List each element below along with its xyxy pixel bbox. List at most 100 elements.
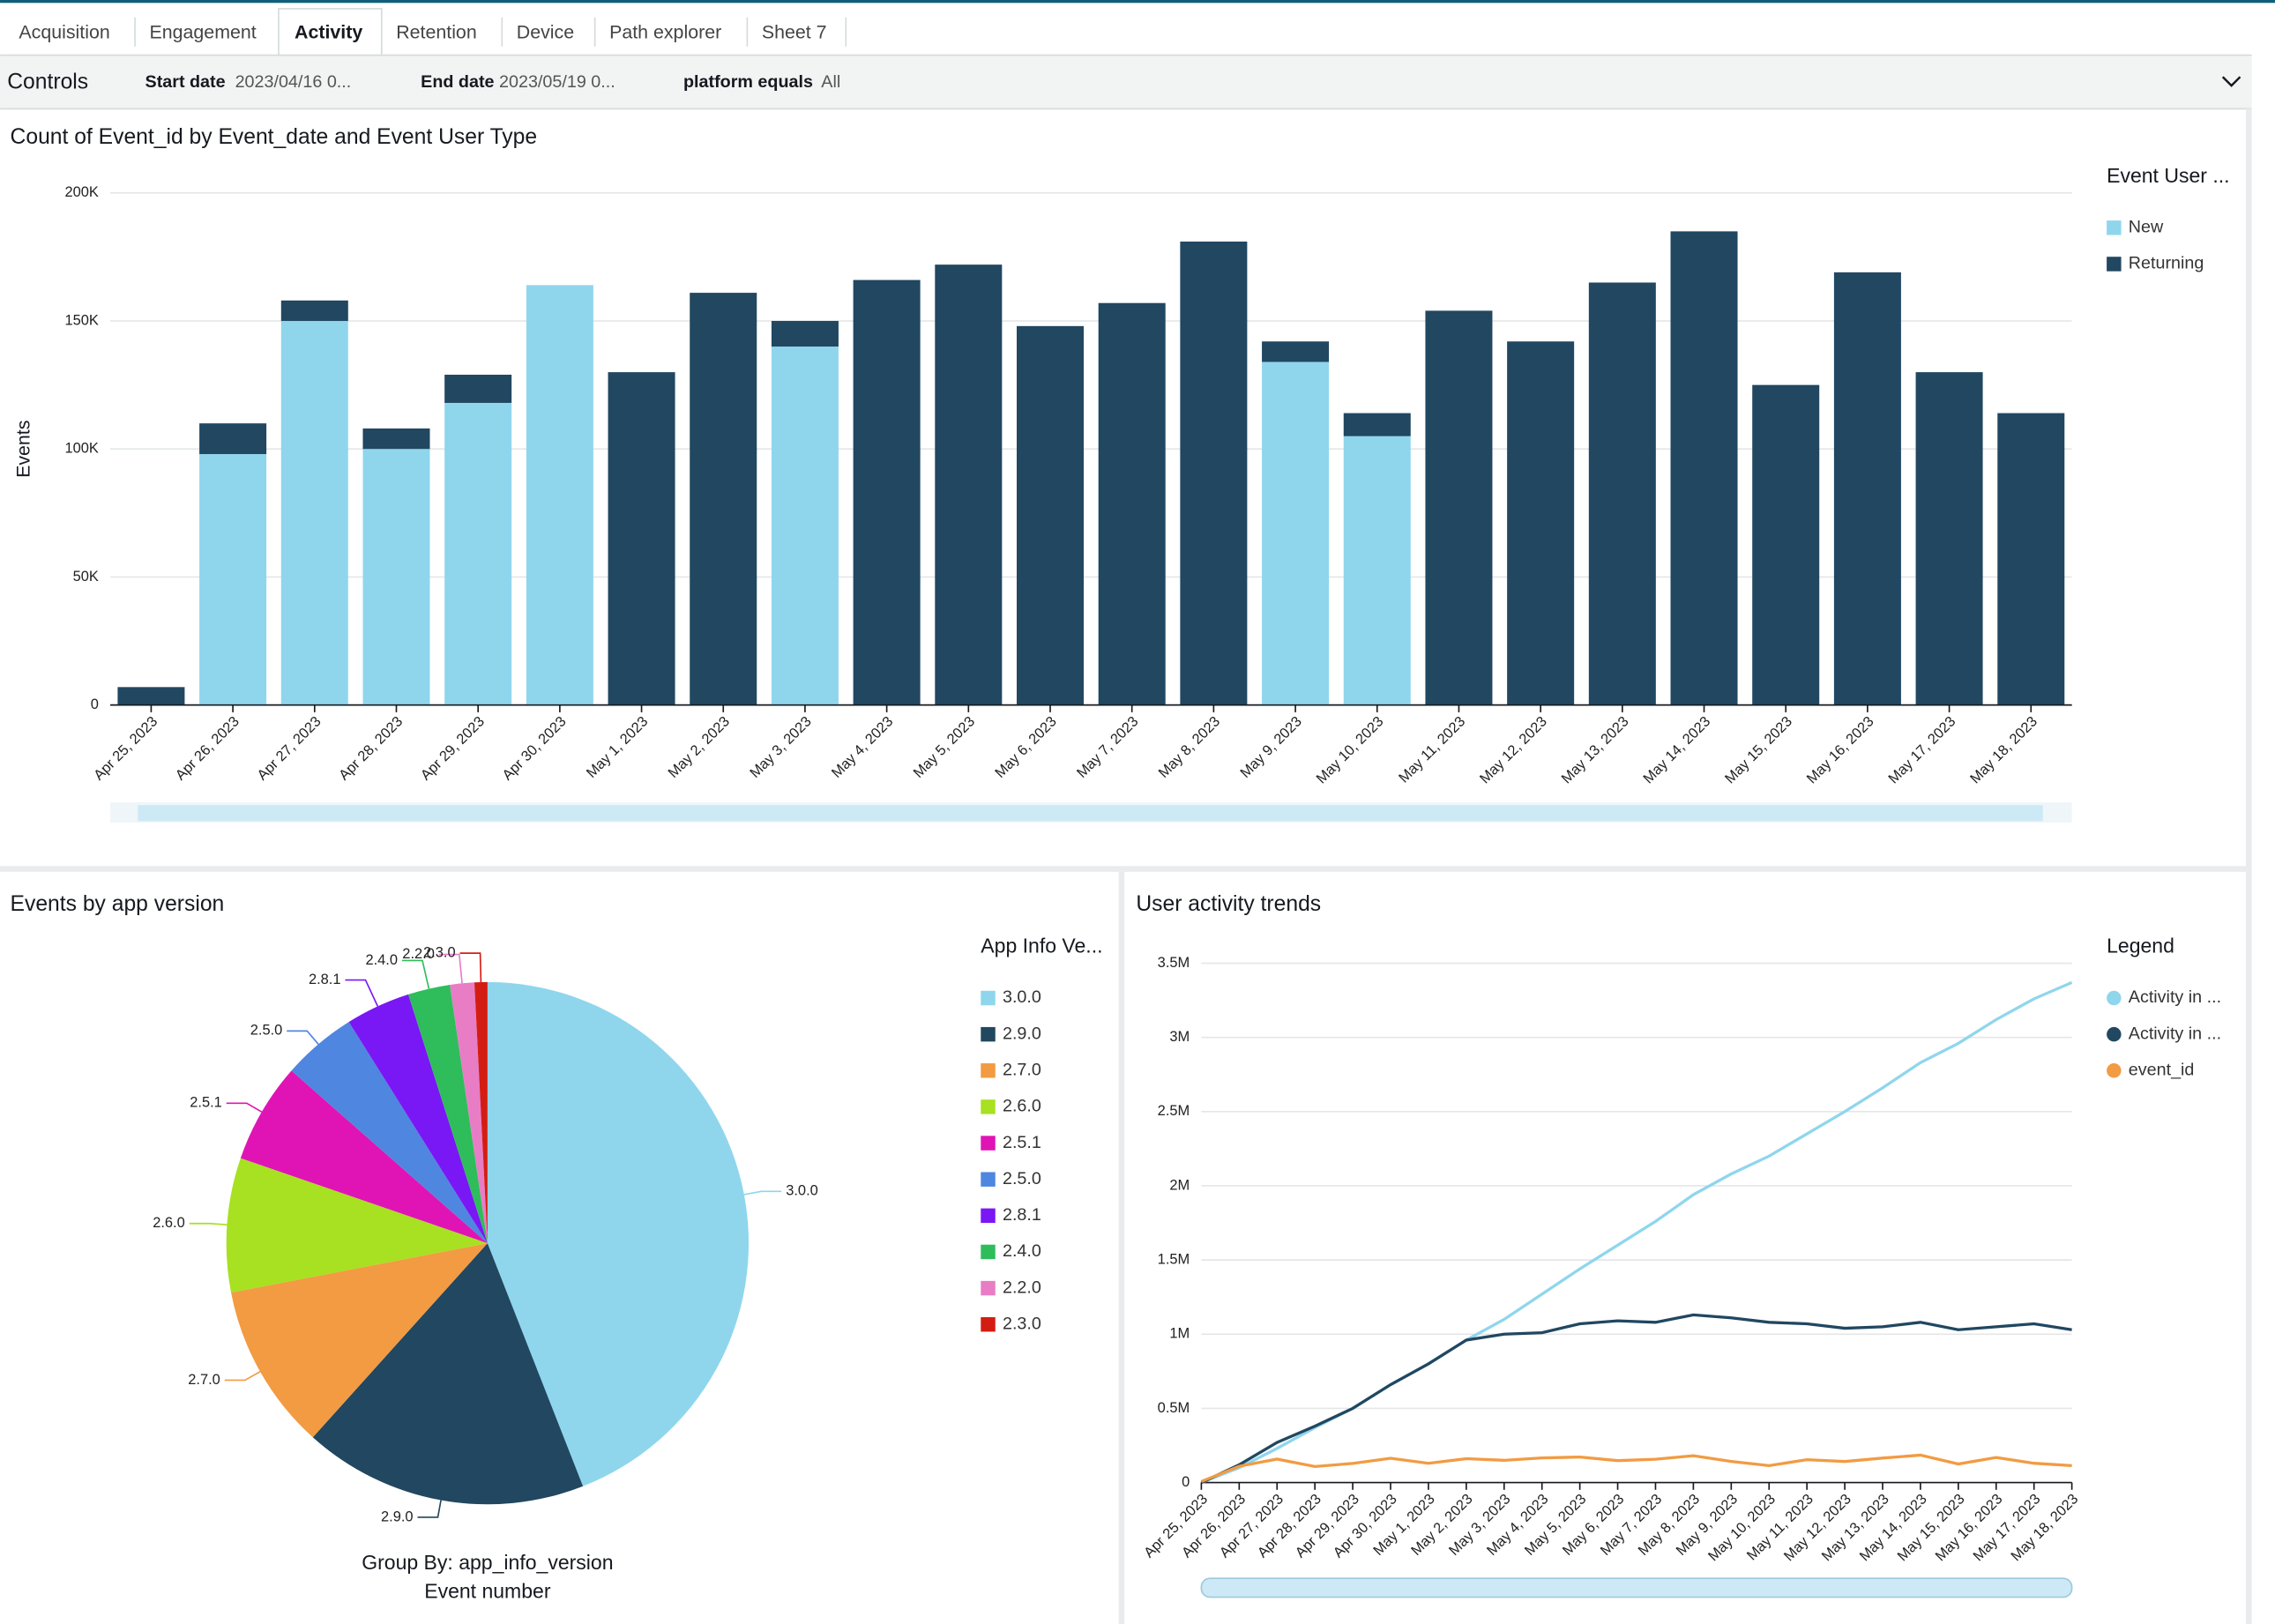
active-tab[interactable] [278,8,383,56]
legend-label[interactable]: Returning [2129,254,2204,273]
legend-swatch[interactable] [2107,1026,2122,1042]
y-tick-label: 3M [1169,1029,1190,1045]
pie-slice[interactable] [226,1158,488,1293]
callout-line [226,1102,263,1113]
slice-label: 2.2.0 [402,946,435,962]
y-axis-label: Events [13,421,34,478]
bar-segment [1588,282,1656,705]
bar-segment [1833,272,1901,705]
callout-line [401,959,430,989]
tab[interactable]: Path explorer [609,21,721,42]
pie-slice[interactable] [312,1243,584,1505]
bar-segment [690,293,757,705]
callout-line [287,1030,319,1045]
tab[interactable]: Acquisition [19,21,109,42]
collapse-chevron[interactable] [2221,76,2241,87]
scrollbar-thumb[interactable] [138,805,2043,822]
value-label: Event number [424,1580,551,1603]
y-tick-label: 0.5M [1158,1400,1190,1416]
bar-segment [199,454,267,705]
slice-label: 2.4.0 [365,952,398,968]
legend-swatch[interactable] [981,1280,996,1296]
bar-segment [280,321,348,705]
legend-label[interactable]: Activity in ... [2129,1024,2221,1043]
legend-swatch[interactable] [2107,1063,2122,1078]
legend-label[interactable]: Activity in ... [2129,987,2221,1007]
bar-segment [1343,436,1411,705]
legend-label[interactable]: New [2129,218,2164,237]
bar-segment [771,346,839,705]
filter-label[interactable]: End date [421,72,494,92]
tab[interactable]: Engagement [149,21,256,42]
scrollbar-thumb[interactable] [1200,1577,2073,1598]
legend-swatch[interactable] [981,1026,996,1042]
pie-slice[interactable] [348,994,488,1244]
y-tick-label: 2.5M [1158,1103,1190,1119]
slice-label: 3.0.0 [786,1183,818,1199]
bar-segment [935,264,1003,705]
legend-swatch[interactable] [981,990,996,1006]
y-tick-label: 0 [1182,1474,1190,1490]
legend-label[interactable]: 2.5.1 [1003,1133,1041,1152]
legend-label[interactable]: 3.0.0 [1003,987,1041,1007]
pie-slice[interactable] [291,1022,488,1244]
pie-slice[interactable] [231,1243,488,1438]
tab[interactable]: Activity [295,21,362,42]
legend-title: Legend [2107,935,2174,957]
y-tick-label: 150K [65,312,99,328]
legend-swatch[interactable] [2107,990,2122,1006]
pie-slice[interactable] [450,982,488,1244]
legend-swatch[interactable] [981,1244,996,1260]
bar-segment [280,300,348,322]
filter-label[interactable]: Start date [145,72,226,92]
pie-slice[interactable] [408,985,488,1244]
filter-value[interactable]: All [821,72,840,92]
pie-slice[interactable] [240,1070,488,1244]
filter-value[interactable]: 2023/04/16 0... [235,72,352,92]
legend-label[interactable]: 2.6.0 [1003,1097,1041,1116]
legend-swatch[interactable] [981,1172,996,1187]
panel-divider [2246,108,2252,1624]
bar-segment [117,687,185,705]
tab[interactable]: Sheet 7 [762,21,827,42]
panel-divider [0,866,2252,872]
bar-segment [1262,361,1330,705]
bar-segment [1507,341,1575,705]
tab[interactable]: Device [517,21,574,42]
filter-value[interactable]: 2023/05/19 0... [499,72,615,92]
legend-swatch[interactable] [981,1317,996,1332]
legend-label[interactable]: 2.5.0 [1003,1169,1041,1188]
legend-label[interactable]: 2.9.0 [1003,1024,1041,1043]
bar-segment [444,402,512,705]
pie-slice[interactable] [474,981,488,1244]
bar-segment [1997,413,2065,705]
filter-label[interactable]: platform equals [683,72,813,92]
legend-swatch[interactable] [981,1208,996,1224]
legend-label[interactable]: 2.4.0 [1003,1241,1041,1261]
legend-swatch[interactable] [981,1099,996,1114]
callout-line [224,1371,261,1382]
controls-title: Controls [7,70,88,93]
group-label: Group By: app_info_version [362,1551,613,1574]
callout-line [438,953,463,984]
legend-swatch[interactable] [2107,220,2122,235]
tab[interactable]: Retention [396,21,477,42]
legend-label[interactable]: 2.2.0 [1003,1278,1041,1297]
bar-segment [771,321,839,347]
bar-segment [1262,341,1330,362]
legend-label[interactable]: 2.3.0 [1003,1314,1041,1333]
legend-label[interactable]: 2.8.1 [1003,1205,1041,1225]
y-tick-label: 1.5M [1158,1251,1190,1267]
panel-divider [1118,871,1125,1624]
legend-swatch[interactable] [2107,257,2122,272]
pie-slice[interactable] [487,981,750,1486]
legend-label[interactable]: 2.7.0 [1003,1061,1041,1080]
bar-segment [608,372,675,705]
legend-swatch[interactable] [981,1136,996,1151]
legend-swatch[interactable] [981,1063,996,1078]
slice-label: 2.3.0 [423,944,456,960]
chart-title: User activity trends [1136,892,1321,916]
legend-title: App Info Ve... [981,935,1102,957]
legend-label[interactable]: event_id [2129,1061,2195,1080]
